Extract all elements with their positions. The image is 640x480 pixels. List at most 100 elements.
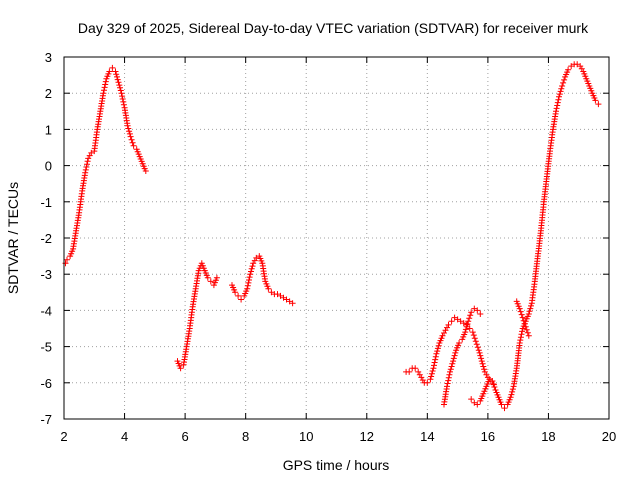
data-point	[462, 329, 469, 336]
data-point	[508, 391, 515, 398]
data-point	[431, 359, 438, 366]
data-point	[471, 335, 478, 342]
data-point	[100, 90, 107, 97]
data-point	[450, 355, 457, 362]
y-tick-label: -6	[40, 376, 52, 391]
data-point	[445, 321, 452, 328]
data-point	[507, 394, 514, 401]
data-point	[501, 405, 508, 412]
data-point	[523, 326, 530, 333]
data-point	[82, 166, 89, 173]
x-tick-label: 10	[299, 429, 313, 444]
data-point	[477, 311, 484, 317]
data-point	[457, 318, 464, 325]
x-tick-label: 18	[541, 429, 555, 444]
data-point	[120, 101, 127, 108]
data-point	[283, 296, 290, 303]
data-point	[452, 349, 459, 356]
data-point	[102, 78, 109, 85]
data-point	[509, 386, 516, 393]
data-point	[428, 373, 435, 380]
data-point	[456, 340, 463, 346]
data-point	[109, 64, 116, 71]
data-point	[204, 274, 211, 281]
data-point	[466, 315, 473, 322]
grid	[64, 57, 609, 419]
y-tick-label: -5	[40, 340, 52, 355]
data-point	[473, 341, 480, 348]
data-point	[114, 73, 120, 80]
data-point	[126, 128, 133, 135]
data-point	[84, 161, 90, 168]
data-point	[84, 158, 91, 165]
data-point	[556, 93, 562, 100]
data-point	[595, 101, 602, 108]
data-point	[449, 360, 456, 367]
data-point	[565, 66, 572, 73]
data-points	[62, 61, 602, 412]
x-tick-label: 6	[181, 429, 188, 444]
y-tick-label: -4	[40, 303, 52, 318]
data-point	[526, 308, 533, 315]
data-point	[524, 329, 531, 336]
data-point	[444, 380, 451, 387]
data-point	[468, 309, 475, 316]
data-point	[101, 84, 108, 91]
data-point	[118, 90, 125, 97]
data-point	[560, 79, 567, 86]
data-point	[491, 384, 498, 390]
y-tick-label: -7	[40, 412, 52, 427]
data-point	[519, 328, 526, 335]
data-point	[177, 365, 184, 372]
data-point	[525, 311, 532, 317]
data-point	[517, 334, 524, 341]
data-point	[431, 362, 437, 369]
data-point	[114, 76, 121, 83]
data-point	[213, 274, 220, 281]
data-point	[478, 358, 485, 365]
data-point	[555, 96, 562, 103]
data-point	[117, 87, 124, 94]
data-point	[463, 323, 470, 330]
y-tick-label: 1	[45, 122, 52, 137]
data-point	[244, 285, 251, 292]
data-point	[433, 350, 440, 357]
data-point	[477, 352, 484, 359]
data-point	[102, 81, 109, 88]
data-point	[525, 332, 532, 339]
data-point	[427, 376, 434, 383]
data-point	[289, 300, 296, 307]
data-point	[557, 88, 564, 95]
data-point	[119, 96, 126, 102]
data-point	[435, 342, 442, 349]
data-point	[127, 133, 134, 140]
y-axis-label: SDTVAR / TECUs	[5, 182, 21, 294]
data-point	[498, 401, 505, 408]
data-point	[238, 296, 245, 303]
data-point	[245, 279, 252, 286]
data-point	[448, 363, 455, 370]
y-tick-label: -3	[40, 267, 52, 282]
data-point	[516, 305, 523, 312]
data-point	[519, 314, 526, 321]
data-point	[470, 332, 477, 339]
data-point	[106, 68, 113, 75]
y-tick-label: 3	[45, 50, 52, 65]
data-point	[246, 274, 253, 281]
data-point	[128, 136, 135, 143]
data-point	[517, 337, 524, 344]
data-point	[432, 356, 439, 363]
data-point	[528, 302, 534, 309]
data-point	[248, 265, 255, 272]
data-point	[516, 340, 523, 346]
x-tick-label: 12	[360, 429, 374, 444]
data-point	[556, 91, 563, 98]
data-point	[429, 368, 436, 374]
data-point	[119, 93, 126, 100]
data-point	[481, 366, 488, 373]
x-axis-label: GPS time / hours	[283, 457, 390, 473]
data-point	[446, 371, 453, 378]
data-point	[527, 305, 534, 312]
